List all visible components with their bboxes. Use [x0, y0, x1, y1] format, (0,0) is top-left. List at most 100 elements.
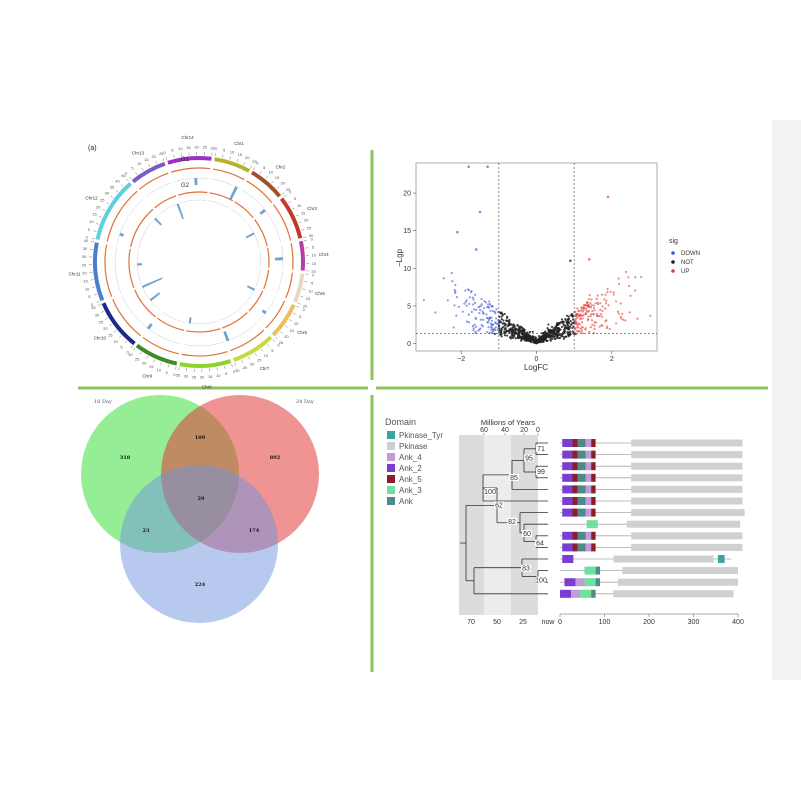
volcano-point-not	[529, 338, 532, 341]
circos-tracks	[104, 167, 294, 357]
g1-baseline	[265, 210, 282, 243]
circos-panel: (a) 0 5 10152025Chr10510152025Chr205101520…	[69, 135, 330, 389]
volcano-point-up	[587, 257, 591, 261]
domain-block-ank-2	[562, 462, 574, 471]
volcano-point-up	[590, 298, 593, 301]
chromosome-band	[250, 170, 282, 198]
volcano-point-down	[465, 304, 468, 307]
volcano-point-not	[533, 337, 536, 340]
domain-block-ank-5	[591, 439, 596, 447]
volcano-point-up	[609, 290, 612, 293]
chromosome-tick-label: 30	[184, 374, 189, 379]
chromosome-name: Chr13	[132, 150, 145, 155]
volcano-point-up	[612, 291, 615, 294]
domain-block-ank-4	[585, 439, 592, 447]
volcano-y-axis-title: −Lgp	[395, 248, 404, 267]
domain-block-ank-4	[585, 450, 592, 459]
chromosome-tick-label: 10	[157, 367, 162, 372]
volcano-point-down	[481, 312, 485, 315]
chromosome-tick-label: 10	[308, 288, 313, 293]
volcano-point-not	[518, 326, 521, 329]
g2-baseline	[136, 250, 142, 285]
chromosome-band	[101, 302, 136, 346]
volcano-point-down	[474, 317, 478, 320]
node-support-label: 83	[522, 566, 530, 573]
volcano-point-not	[513, 328, 517, 331]
node-support-label: 64	[536, 541, 544, 548]
volcano-point-down	[478, 210, 482, 214]
volcano-point-up	[649, 314, 652, 317]
chromosome-tick-label: 5	[311, 280, 314, 285]
chromosome-tick-label: 0	[91, 302, 94, 307]
chromosome-tick-label: 45	[121, 173, 126, 178]
chromosome-tick-label: 20	[303, 304, 308, 309]
volcano-point-down	[485, 313, 488, 316]
chromosome-tick	[295, 214, 299, 217]
volcano-point-not	[549, 338, 552, 341]
chromosome-tick-label: 20	[152, 154, 157, 159]
chromosome-tick	[267, 344, 270, 347]
volcano-point-not	[560, 333, 564, 337]
volcano-point-not	[545, 333, 548, 336]
domain-block-ank-2	[562, 450, 574, 459]
volcano-points	[422, 165, 652, 345]
chromosome-tick-label: 0	[312, 272, 315, 277]
volcano-point-up	[586, 305, 589, 308]
volcano-point-down	[477, 306, 480, 309]
volcano-point-not	[499, 330, 503, 333]
volcano-point-not	[500, 318, 503, 321]
volcano-point-up	[601, 305, 604, 308]
g2-baseline	[242, 287, 256, 306]
volcano-point-not	[525, 333, 529, 336]
g1-baseline	[241, 189, 265, 210]
volcano-point-not	[497, 324, 501, 327]
x-tick-label: −2	[457, 356, 465, 363]
volcano-point-up	[615, 322, 618, 325]
volcano-point-up	[592, 306, 596, 310]
chromosome-tick-label: 30	[105, 191, 110, 196]
volcano-point-not	[565, 314, 569, 317]
volcano-point-up	[587, 297, 591, 301]
chromosome-band	[95, 182, 132, 240]
volcano-point-up	[624, 270, 628, 273]
g2-baseline	[180, 199, 207, 204]
chromosome-tick	[129, 176, 132, 180]
domain-legend-swatch	[387, 464, 395, 472]
volcano-point-up	[617, 277, 620, 280]
volcano-point-not	[511, 326, 514, 329]
volcano-point-not	[522, 335, 525, 339]
g2-baseline	[161, 311, 186, 323]
chromosome-tick	[281, 192, 285, 195]
chromosome-tick-label: 15	[149, 364, 154, 369]
density-bar	[261, 309, 267, 315]
node-label-bg	[536, 444, 546, 452]
volcano-point-down	[496, 323, 499, 326]
volcano-point-up	[575, 329, 578, 332]
chromosome-tick-label: 5	[223, 147, 226, 152]
g1-ring-segment	[230, 329, 265, 352]
domain-block-ank-5	[572, 497, 578, 505]
chromosome-tick	[265, 175, 268, 179]
volcano-point-not	[557, 327, 560, 330]
chromosome-tick	[101, 311, 105, 313]
chromosome-tick	[106, 202, 110, 205]
volcano-point-not	[502, 322, 505, 325]
volcano-point-not	[514, 337, 517, 340]
chromosome-tick	[302, 288, 306, 290]
legend-label-down: DOWN	[681, 251, 700, 257]
chromosome-tick	[130, 345, 133, 349]
chromosome-tick-label: 15	[83, 278, 88, 283]
volcano-point-up	[636, 317, 639, 320]
domain-legend-title: Domain	[385, 417, 416, 427]
chromosome-tick-label: 0	[127, 350, 130, 355]
volcano-point-up	[619, 315, 622, 318]
volcano-point-down	[468, 302, 471, 305]
chromosome-tick-label: 35	[176, 373, 181, 378]
domain-block-ank	[577, 485, 586, 494]
venn-set-label-a: 18 Day	[94, 399, 112, 405]
venn-region-abc: 29	[198, 496, 205, 502]
volcano-point-up	[612, 293, 615, 296]
volcano-point-not	[555, 323, 559, 326]
